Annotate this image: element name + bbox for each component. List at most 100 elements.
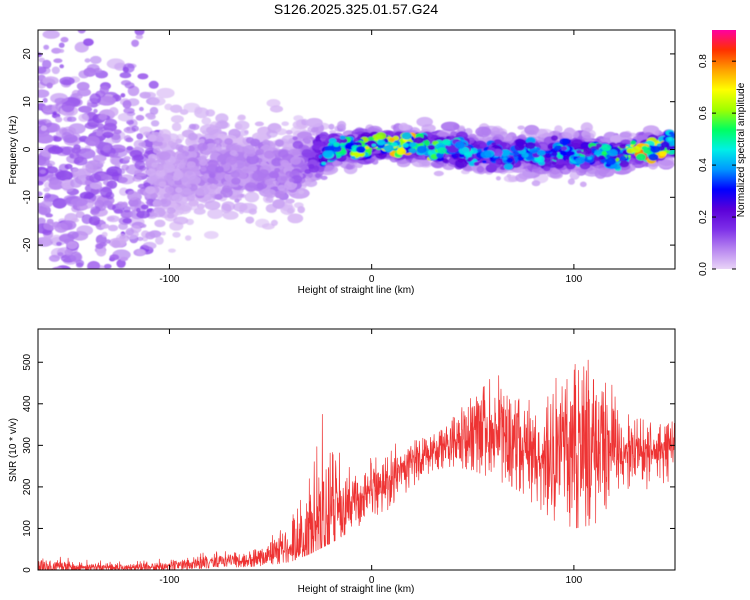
spectrogram-cell bbox=[101, 231, 108, 238]
spectrogram-cell bbox=[176, 162, 186, 169]
spectrogram-cell bbox=[619, 155, 627, 161]
spectrogram-cell bbox=[107, 216, 115, 221]
spectrogram-cell bbox=[57, 252, 64, 257]
spectrogram-cell bbox=[246, 154, 260, 165]
spectrogram-cell bbox=[149, 106, 159, 115]
spectrogram-cell bbox=[173, 170, 184, 179]
spectrogram-cell bbox=[197, 142, 208, 151]
spectrogram-cell bbox=[214, 121, 230, 129]
spectrogram-cell bbox=[285, 129, 293, 135]
spectrogram-cell bbox=[216, 146, 223, 151]
spectrogram-cell bbox=[153, 200, 163, 207]
spectrogram-cell bbox=[48, 179, 64, 190]
spectrogram-cell bbox=[458, 158, 464, 163]
spectrogram-cell bbox=[292, 148, 301, 156]
spectrogram-cell bbox=[281, 121, 290, 126]
spectrogram-cell bbox=[329, 130, 337, 135]
spectrogram-cell bbox=[87, 118, 100, 128]
spectrogram-cell bbox=[495, 160, 501, 164]
spectrogram-cell bbox=[287, 213, 304, 224]
spectrogram-cell bbox=[244, 191, 260, 203]
spectrogram-cell bbox=[277, 184, 286, 191]
spectrogram-cell bbox=[66, 241, 78, 250]
spectrogram-cell bbox=[72, 168, 79, 174]
spectrogram-cell bbox=[51, 266, 63, 269]
spectrogram-cell bbox=[134, 160, 146, 170]
spectrogram-cell bbox=[59, 64, 64, 69]
spectrogram-cell bbox=[598, 155, 605, 160]
spectrogram-cell bbox=[440, 121, 460, 132]
spectrogram-cell bbox=[108, 237, 127, 248]
spectrogram-cell bbox=[215, 113, 229, 124]
chart-title: S126.2025.325.01.57.G24 bbox=[274, 1, 438, 17]
spectrogram-cell bbox=[298, 190, 304, 195]
spectrogram-cell bbox=[75, 211, 85, 219]
spectrogram-cell bbox=[207, 208, 224, 219]
spectrogram-cell bbox=[137, 73, 149, 80]
spectrogram-cell bbox=[221, 201, 235, 212]
spectrogram-cell bbox=[274, 167, 281, 173]
spectrogram-cell bbox=[567, 178, 575, 185]
spectrogram-cell bbox=[39, 118, 52, 128]
spectrogram-cell bbox=[182, 187, 192, 195]
spectrogram-cell bbox=[475, 126, 492, 138]
spectrogram-cell bbox=[176, 205, 192, 215]
spectrogram-cell bbox=[517, 125, 525, 130]
spectrogram-cell bbox=[168, 248, 176, 253]
spectrogram-cell bbox=[473, 161, 480, 166]
spectrogram-cell bbox=[52, 136, 62, 142]
spectrogram-cell bbox=[216, 154, 227, 163]
spectrogram-cell bbox=[85, 162, 98, 173]
spectrogram-cell bbox=[104, 263, 112, 269]
spectrogram-cell bbox=[113, 209, 124, 214]
spectrogram-cell bbox=[579, 181, 587, 188]
spectrogram-cell bbox=[156, 87, 175, 99]
spectrogram-cell bbox=[106, 58, 125, 69]
spectrogram-cell bbox=[580, 141, 592, 150]
spectrogram-cell bbox=[40, 125, 48, 131]
spectrogram-cell bbox=[569, 171, 580, 180]
spectrogram-cell bbox=[42, 30, 60, 39]
spectrogram-cell bbox=[202, 130, 207, 135]
spectrogram-cell bbox=[176, 153, 186, 160]
spectrogram-cell bbox=[50, 234, 63, 243]
spectrogram-cell bbox=[266, 130, 278, 138]
spectrogram-cell bbox=[468, 161, 476, 167]
spectrogram-cell bbox=[38, 133, 54, 144]
spectrogram-cell bbox=[262, 139, 271, 146]
spectrogram-cell bbox=[38, 191, 43, 197]
spectrogram-cell bbox=[555, 158, 565, 165]
spectrogram-cell bbox=[120, 256, 129, 262]
spectrogram-cell bbox=[100, 223, 110, 229]
spectrogram-cell bbox=[561, 129, 580, 140]
spectrogram-cell bbox=[270, 219, 278, 226]
spectrogram-cell bbox=[92, 154, 107, 162]
spectrogram-cell bbox=[292, 136, 298, 141]
spectrogram-cell bbox=[187, 132, 198, 141]
spectrogram-cell bbox=[630, 140, 637, 145]
spectrogram-cell bbox=[238, 172, 248, 180]
spectrogram-cell bbox=[61, 101, 75, 113]
spectrogram-cell bbox=[500, 149, 510, 156]
spectrogram-cell bbox=[118, 222, 128, 230]
spectrogram-cell bbox=[102, 131, 114, 138]
spectrogram-cell bbox=[619, 144, 626, 149]
spectrogram-cell bbox=[133, 139, 146, 149]
spectrogram-cell bbox=[119, 187, 129, 196]
spectrogram-cell bbox=[204, 200, 221, 210]
spectrogram-cell bbox=[550, 135, 559, 141]
spectrogram-cell bbox=[150, 193, 158, 199]
spectrogram-cell bbox=[44, 212, 51, 217]
spectrogram-cell bbox=[99, 160, 105, 165]
spectrogram-cell bbox=[225, 162, 231, 168]
spectrogram-cell bbox=[166, 207, 176, 215]
spectrogram-cell bbox=[301, 149, 313, 158]
spectrogram-cell bbox=[450, 131, 458, 137]
spectrogram-cell bbox=[224, 138, 234, 145]
spectrogram-cell bbox=[99, 219, 105, 224]
spectrogram-cell bbox=[47, 146, 64, 155]
spectrogram-cell bbox=[554, 125, 563, 134]
spectrogram-cell bbox=[491, 142, 497, 146]
spectrogram-cell bbox=[55, 116, 63, 123]
spectrogram-cell bbox=[42, 104, 60, 114]
